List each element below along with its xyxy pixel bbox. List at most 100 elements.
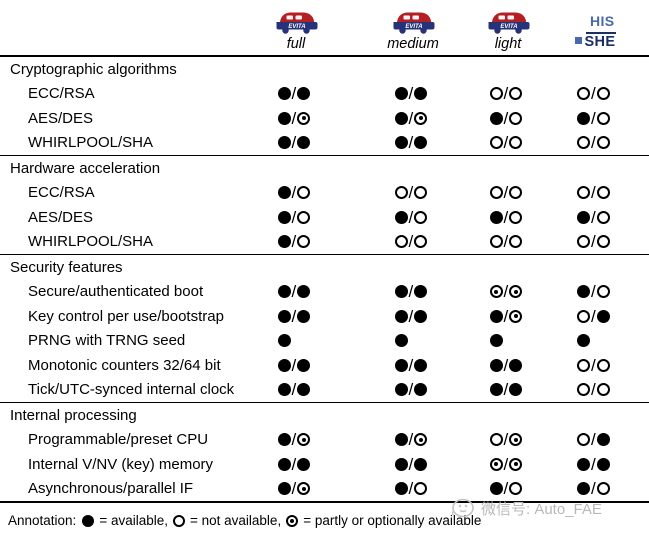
symbol-partly-available (286, 514, 299, 527)
symbol-not-available (596, 482, 610, 496)
symbol-not-available (596, 358, 610, 372)
symbol-not-available (297, 186, 311, 200)
symbol-not-available (509, 482, 523, 496)
symbol-partly-available (509, 457, 523, 471)
evita-logo-full: EVITA (274, 10, 318, 36)
column-label-medium: medium (387, 36, 439, 52)
data-cell: / (474, 85, 542, 102)
symbol-available (489, 383, 503, 397)
symbol-available (509, 383, 523, 397)
symbol-available (509, 358, 523, 372)
symbol-not-available (577, 309, 590, 323)
data-cell: / (542, 110, 649, 127)
column-label-light: light (494, 36, 522, 52)
symbol-available (394, 136, 408, 150)
slash-separator: / (591, 282, 596, 302)
symbol-cell: / (277, 479, 315, 499)
data-cell: / (352, 184, 474, 201)
symbol-not-available (596, 235, 610, 249)
symbol-available (577, 457, 590, 471)
symbol-cell: / (277, 456, 315, 473)
symbol-available (297, 309, 311, 323)
section-title: Security features (10, 258, 123, 276)
symbol-partly-available (489, 457, 503, 471)
data-cell: / (474, 232, 542, 252)
symbol-not-available (509, 87, 523, 101)
symbol-available (489, 210, 503, 224)
svg-text:EVITA: EVITA (288, 24, 305, 30)
section-title: Internal processing (10, 406, 137, 424)
symbol-cell: / (277, 134, 315, 151)
symbol-cell: / (489, 85, 527, 102)
feature-label: AES/DES (28, 109, 94, 127)
symbol-cell (577, 334, 614, 348)
feature-row: WHIRLPOOL/SHA / / / / (0, 131, 649, 156)
data-cell: / (474, 357, 542, 374)
symbol-cell: / (489, 184, 527, 201)
symbol-not-available (414, 482, 428, 496)
data-cell: / (240, 381, 352, 398)
his-she-logo: HIS SHE (575, 13, 616, 50)
data-cell: / (352, 209, 474, 226)
data-cell: / (542, 381, 649, 398)
data-cell: / (240, 283, 352, 300)
feature-label: Monotonic counters 32/64 bit (28, 356, 221, 374)
svg-text:EVITA: EVITA (500, 24, 517, 30)
symbol-cell: / (277, 355, 315, 375)
data-cell: / (542, 431, 649, 448)
data-cell: / (474, 431, 542, 448)
symbol-available (489, 482, 503, 496)
feature-row: Key control per use/bootstrap / / / / (0, 304, 649, 329)
symbol-not-available (596, 210, 610, 224)
symbol-not-available (394, 235, 408, 249)
slash-separator: / (291, 479, 297, 499)
symbol-cell: / (394, 110, 432, 127)
symbol-available (414, 358, 428, 372)
slash-separator: / (503, 232, 509, 252)
data-cell: / (352, 110, 474, 127)
section-title-row: Security features (0, 255, 649, 280)
feature-row: Programmable/preset CPU / / / / (0, 428, 649, 453)
symbol-cell: / (277, 110, 315, 127)
feature-row: PRNG with TRNG seed (0, 329, 649, 354)
data-cell: / (542, 134, 649, 151)
symbol-available (394, 111, 408, 125)
data-cell: / (474, 456, 542, 473)
feature-row: ECC/RSA / / / / (0, 82, 649, 107)
data-cell: / (240, 479, 352, 499)
section-title-row: Hardware acceleration (0, 156, 649, 181)
symbol-available (394, 285, 408, 299)
slash-separator: / (291, 355, 297, 375)
symbol-available (297, 136, 311, 150)
svg-text:EVITA: EVITA (405, 24, 422, 30)
symbol-not-available (596, 111, 610, 125)
slash-separator: / (591, 84, 596, 104)
symbol-partly-available (414, 111, 428, 125)
symbol-cell: / (577, 134, 614, 151)
she-logo-text: SHE (584, 34, 616, 50)
data-cell: / (542, 233, 649, 250)
feature-label: ECC/RSA (28, 184, 95, 202)
symbol-cell: / (577, 233, 614, 250)
section-title-row: Internal processing (0, 403, 649, 428)
symbol-cell: / (577, 308, 614, 325)
feature-row: AES/DES / / / / (0, 205, 649, 230)
symbol-cell: / (394, 184, 432, 201)
symbol-cell: / (277, 85, 315, 102)
symbol-cell: / (577, 357, 614, 374)
section-1: Cryptographic algorithms ECC/RSA / / / / AES/D… (0, 57, 649, 155)
symbol-cell (277, 334, 315, 348)
symbol-available (414, 285, 428, 299)
column-header-evita-light: EVITA light (474, 0, 542, 55)
symbol-not-available (489, 186, 503, 200)
column-label-full: full (286, 36, 306, 52)
symbol-cell: / (577, 381, 614, 398)
annotation-text: = not available, (190, 513, 282, 528)
symbol-cell: / (489, 308, 527, 325)
slash-separator: / (591, 207, 596, 227)
slash-separator: / (408, 479, 414, 499)
symbol-available (489, 309, 503, 323)
symbol-available (277, 433, 291, 447)
symbol-cell: / (277, 283, 315, 300)
symbol-cell: / (577, 282, 614, 302)
